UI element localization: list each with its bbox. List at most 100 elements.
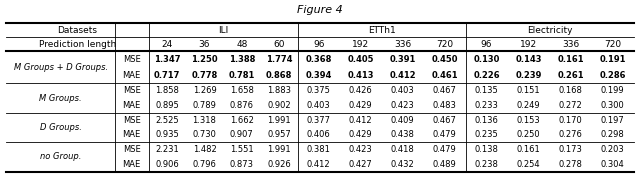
Text: 1.662: 1.662 xyxy=(230,116,253,125)
Text: 0.130: 0.130 xyxy=(474,55,500,64)
Text: 336: 336 xyxy=(562,39,579,48)
Text: Prediction length: Prediction length xyxy=(39,39,116,48)
Text: Figure 4: Figure 4 xyxy=(297,5,343,15)
Text: 96: 96 xyxy=(313,39,324,48)
Text: 48: 48 xyxy=(236,39,248,48)
Text: 0.868: 0.868 xyxy=(266,71,292,80)
Text: 96: 96 xyxy=(481,39,492,48)
Text: 0.479: 0.479 xyxy=(433,145,456,154)
Text: 0.138: 0.138 xyxy=(475,145,499,154)
Text: M Groups + D Groups.: M Groups + D Groups. xyxy=(13,63,108,72)
Text: 1.482: 1.482 xyxy=(193,145,216,154)
Text: 1.551: 1.551 xyxy=(230,145,253,154)
Text: 0.450: 0.450 xyxy=(431,55,458,64)
Text: 0.249: 0.249 xyxy=(517,101,540,110)
Text: 0.906: 0.906 xyxy=(156,160,179,169)
Text: 0.778: 0.778 xyxy=(191,71,218,80)
Text: 0.479: 0.479 xyxy=(433,130,456,139)
Text: 0.730: 0.730 xyxy=(193,130,216,139)
Text: 0.199: 0.199 xyxy=(601,86,625,95)
Text: 60: 60 xyxy=(273,39,285,48)
Text: 0.467: 0.467 xyxy=(433,116,456,125)
Text: 0.161: 0.161 xyxy=(516,145,541,154)
Text: 0.412: 0.412 xyxy=(307,160,330,169)
Text: MAE: MAE xyxy=(123,101,141,110)
Text: 0.483: 0.483 xyxy=(433,101,456,110)
Text: 0.717: 0.717 xyxy=(154,71,180,80)
Text: no Group.: no Group. xyxy=(40,152,81,161)
Text: ILI: ILI xyxy=(218,25,228,35)
Text: 0.895: 0.895 xyxy=(156,101,179,110)
Text: 720: 720 xyxy=(436,39,453,48)
Text: 0.432: 0.432 xyxy=(391,160,415,169)
Text: 0.153: 0.153 xyxy=(516,116,541,125)
Text: MAE: MAE xyxy=(123,130,141,139)
Text: 24: 24 xyxy=(162,39,173,48)
Text: 0.238: 0.238 xyxy=(475,160,499,169)
Text: 2.525: 2.525 xyxy=(156,116,179,125)
Text: 1.388: 1.388 xyxy=(228,55,255,64)
Text: 0.151: 0.151 xyxy=(517,86,540,95)
Text: 0.429: 0.429 xyxy=(349,101,372,110)
Text: 0.143: 0.143 xyxy=(515,55,542,64)
Text: Datasets: Datasets xyxy=(58,25,97,35)
Text: 0.789: 0.789 xyxy=(193,101,216,110)
Text: MSE: MSE xyxy=(123,55,141,64)
Text: 0.203: 0.203 xyxy=(601,145,625,154)
Text: 0.391: 0.391 xyxy=(390,55,416,64)
Text: 0.135: 0.135 xyxy=(475,86,499,95)
Text: 0.191: 0.191 xyxy=(599,55,626,64)
Text: 0.781: 0.781 xyxy=(228,71,255,80)
Text: 0.286: 0.286 xyxy=(599,71,626,80)
Text: 1.991: 1.991 xyxy=(268,145,291,154)
Text: 0.907: 0.907 xyxy=(230,130,253,139)
Text: 0.926: 0.926 xyxy=(267,160,291,169)
Text: 0.272: 0.272 xyxy=(559,101,582,110)
Text: 0.197: 0.197 xyxy=(601,116,625,125)
Text: 0.250: 0.250 xyxy=(517,130,540,139)
Text: M Groups.: M Groups. xyxy=(39,94,82,102)
Text: 1.658: 1.658 xyxy=(230,86,253,95)
Text: 0.467: 0.467 xyxy=(433,86,456,95)
Text: MSE: MSE xyxy=(123,145,141,154)
Text: 0.136: 0.136 xyxy=(475,116,499,125)
Text: 0.957: 0.957 xyxy=(267,130,291,139)
Text: 0.304: 0.304 xyxy=(601,160,625,169)
Text: 0.233: 0.233 xyxy=(475,101,499,110)
Text: 1.774: 1.774 xyxy=(266,55,292,64)
Text: 0.298: 0.298 xyxy=(601,130,625,139)
Text: MSE: MSE xyxy=(123,116,141,125)
Text: 1.269: 1.269 xyxy=(193,86,216,95)
Text: 720: 720 xyxy=(604,39,621,48)
Text: 0.489: 0.489 xyxy=(433,160,456,169)
Text: 0.381: 0.381 xyxy=(307,145,331,154)
Text: 1.347: 1.347 xyxy=(154,55,180,64)
Text: 0.406: 0.406 xyxy=(307,130,330,139)
Text: 0.170: 0.170 xyxy=(559,116,582,125)
Text: 0.418: 0.418 xyxy=(391,145,415,154)
Text: 0.423: 0.423 xyxy=(391,101,415,110)
Text: 192: 192 xyxy=(352,39,369,48)
Text: 0.409: 0.409 xyxy=(391,116,415,125)
Text: 1.883: 1.883 xyxy=(267,86,291,95)
Text: 0.235: 0.235 xyxy=(475,130,499,139)
Text: 0.168: 0.168 xyxy=(559,86,582,95)
Text: 0.438: 0.438 xyxy=(390,130,415,139)
Text: MSE: MSE xyxy=(123,86,141,95)
Text: 0.226: 0.226 xyxy=(474,71,500,80)
Text: 0.413: 0.413 xyxy=(348,71,374,80)
Text: 0.405: 0.405 xyxy=(348,55,374,64)
Text: 0.935: 0.935 xyxy=(156,130,179,139)
Text: 0.276: 0.276 xyxy=(559,130,582,139)
Text: 0.300: 0.300 xyxy=(601,101,625,110)
Text: 1.858: 1.858 xyxy=(156,86,179,95)
Text: 1.318: 1.318 xyxy=(193,116,216,125)
Text: Electricity: Electricity xyxy=(527,25,572,35)
Text: 2.231: 2.231 xyxy=(156,145,179,154)
Text: ETTh1: ETTh1 xyxy=(368,25,396,35)
Text: 0.796: 0.796 xyxy=(193,160,216,169)
Text: 1.250: 1.250 xyxy=(191,55,218,64)
Text: 0.412: 0.412 xyxy=(349,116,372,125)
Text: 0.161: 0.161 xyxy=(557,55,584,64)
Text: 1.991: 1.991 xyxy=(268,116,291,125)
